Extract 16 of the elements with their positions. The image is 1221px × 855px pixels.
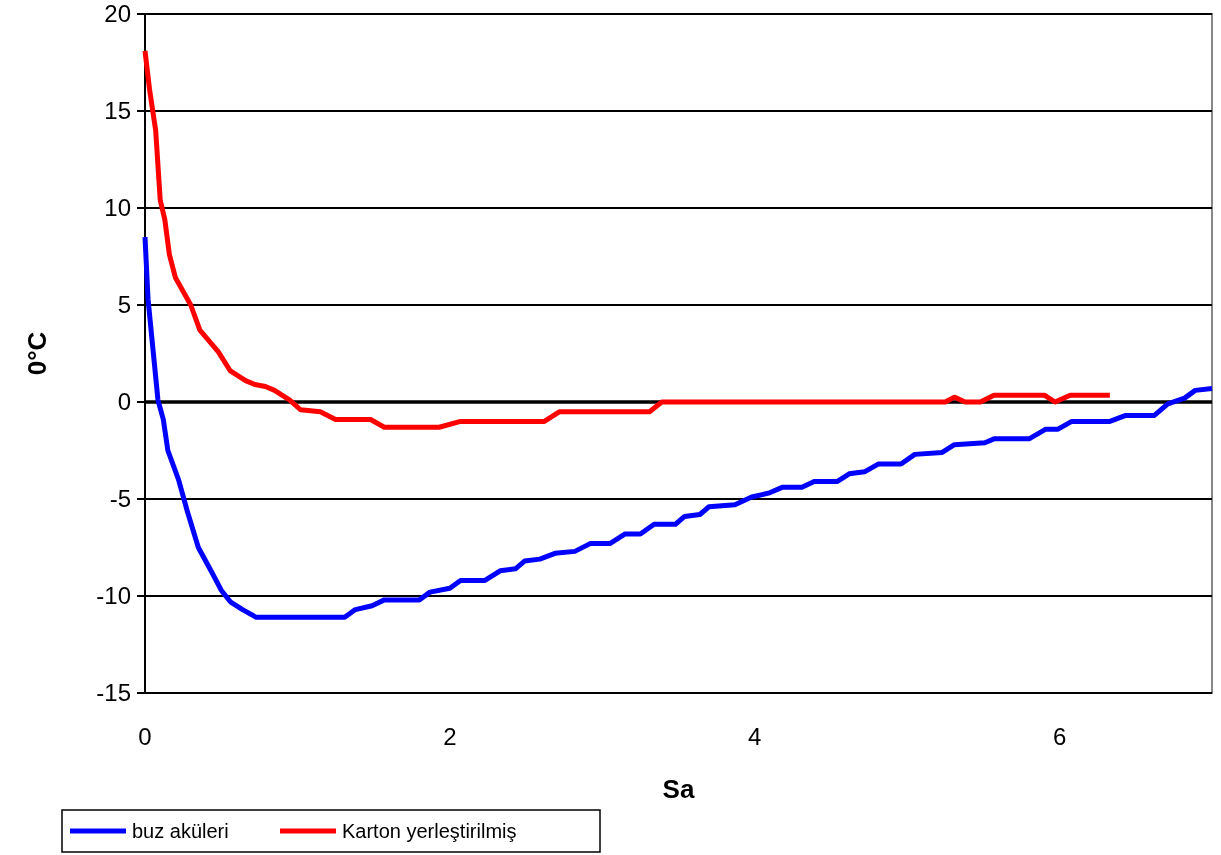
y-tick-label: -10 [96,582,131,610]
legend-label: Karton yerleştirilmiş [342,820,517,842]
x-tick-label: 6 [1052,723,1067,750]
y-tick-label: -15 [96,679,131,707]
x-tick-label: 4 [748,723,762,750]
y-tick-label: 10 [104,194,131,222]
y-tick-label: 0 [117,388,131,416]
legend-label: buz aküleri [132,820,229,842]
x-tick-label: 0 [138,723,152,750]
y-axis-title: 0°C [22,331,52,376]
x-tick-label: 2 [443,723,457,750]
x-axis-title: Sa [662,774,695,804]
y-tick-label: -5 [109,485,131,513]
y-tick-label: 20 [104,0,131,28]
y-tick-label: 15 [104,97,131,125]
y-tick-label: 5 [117,291,131,319]
